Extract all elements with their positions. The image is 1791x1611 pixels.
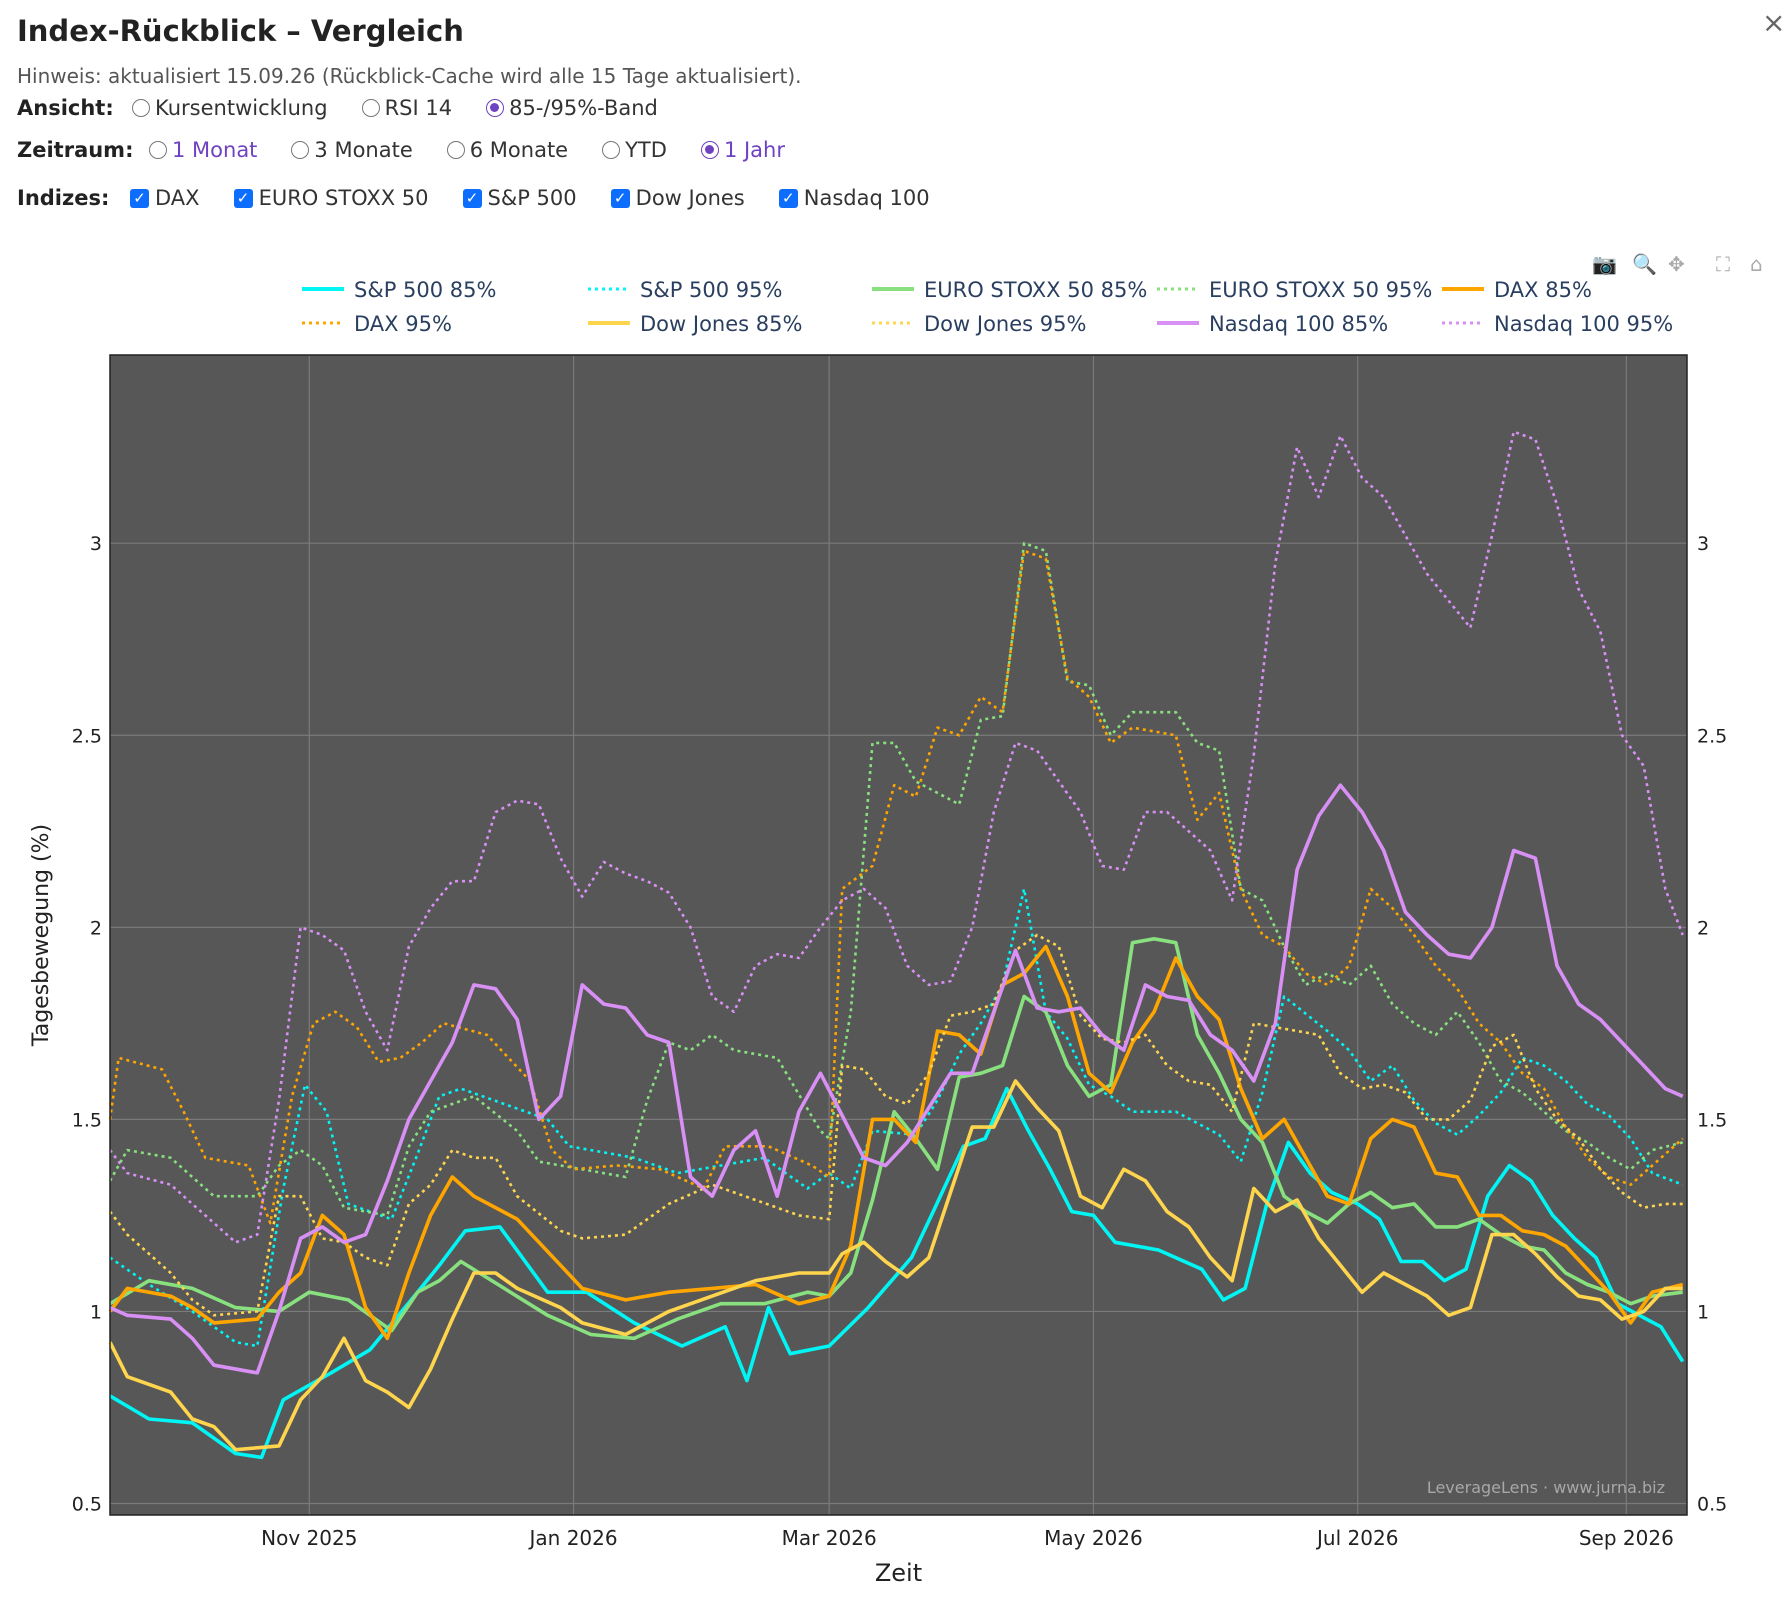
- y-tick-label-left: 0.5: [72, 1493, 102, 1515]
- legend-label: Dow Jones 95%: [924, 312, 1086, 336]
- y-tick-label-right: 2.5: [1697, 725, 1727, 747]
- index-checkbox-dowjones[interactable]: ✓ Dow Jones: [610, 186, 745, 210]
- y-tick-label-right: 2: [1697, 917, 1709, 939]
- legend-item-s-p-500-95-[interactable]: S&P 500 95%: [588, 278, 782, 302]
- index-selector: Indizes: ✓ DAX ✓ EURO STOXX 50 ✓ S&P 500 ✓ D…: [17, 186, 964, 210]
- home-icon[interactable]: ⌂: [1750, 252, 1763, 276]
- zoom-icon[interactable]: 🔍: [1632, 252, 1657, 276]
- legend-label: DAX 95%: [354, 312, 452, 336]
- period-option-1y[interactable]: 1 Jahr: [700, 138, 785, 162]
- pan-icon[interactable]: ✥: [1668, 252, 1685, 276]
- y-tick-label-right: 1.5: [1697, 1109, 1727, 1131]
- y-tick-label-right: 3: [1697, 533, 1709, 555]
- index-checkbox-dax[interactable]: ✓ DAX: [130, 186, 200, 210]
- series-line-nasdaq-100-85-[interactable]: [109, 783, 1684, 1375]
- period-option-1m[interactable]: 1 Monat: [149, 138, 257, 162]
- period-option-ytd[interactable]: YTD: [602, 138, 667, 162]
- legend-item-dax-85-[interactable]: DAX 85%: [1442, 278, 1592, 302]
- y-tick-label-right: 0.5: [1697, 1493, 1727, 1515]
- legend-label: EURO STOXX 50 95%: [1209, 278, 1432, 302]
- legend-item-euro-stoxx-50-95-[interactable]: EURO STOXX 50 95%: [1157, 278, 1432, 302]
- index-checkbox-eurostoxx50[interactable]: ✓ EURO STOXX 50: [233, 186, 429, 210]
- period-label: Zeitraum:: [17, 138, 134, 162]
- view-option-band[interactable]: 85-/95%-Band: [486, 96, 658, 120]
- series-line-nasdaq-100-95-[interactable]: [108, 430, 1684, 1244]
- x-tick-label: Jul 2026: [1315, 1526, 1398, 1550]
- y-axis-title: Tagesbewegung (%): [29, 824, 54, 1047]
- legend-label: EURO STOXX 50 85%: [924, 278, 1147, 302]
- y-tick-label-left: 3: [90, 533, 102, 555]
- view-selector: Ansicht: Kursentwicklung RSI 14 85-/95%-…: [17, 96, 692, 120]
- x-tick-label: Nov 2025: [261, 1526, 357, 1550]
- update-hint: Hinweis: aktualisiert 15.09.26 (Rückblic…: [17, 64, 802, 88]
- period-option-6m[interactable]: 6 Monate: [446, 138, 568, 162]
- index-checkbox-sp500[interactable]: ✓ S&P 500: [462, 186, 577, 210]
- series-line-dow-jones-95-[interactable]: [108, 933, 1683, 1317]
- legend-item-euro-stoxx-50-85-[interactable]: EURO STOXX 50 85%: [872, 278, 1147, 302]
- legend-label: S&P 500 95%: [640, 278, 782, 302]
- legend-label: S&P 500 85%: [354, 278, 496, 302]
- legend-label: Nasdaq 100 85%: [1209, 312, 1388, 336]
- y-tick-label-left: 1: [90, 1301, 102, 1323]
- y-tick-label-left: 2.5: [72, 725, 102, 747]
- view-option-rsi14[interactable]: RSI 14: [361, 96, 452, 120]
- chart-axes: 0.5 0.5 1 1 1.5 1.5 2 2 2.5 2.5 3 3 Nov 2025 Jan 2026…: [72, 354, 1727, 1550]
- camera-icon[interactable]: 📷: [1592, 252, 1617, 276]
- view-option-kursentwicklung[interactable]: Kursentwicklung: [132, 96, 328, 120]
- legend-item-dow-jones-95-[interactable]: Dow Jones 95%: [872, 312, 1086, 336]
- y-tick-label-left: 1.5: [72, 1109, 102, 1131]
- legend-item-nasdaq-100-85-[interactable]: Nasdaq 100 85%: [1157, 312, 1388, 336]
- legend-item-dax-95-[interactable]: DAX 95%: [302, 312, 452, 336]
- legend-item-nasdaq-100-95-[interactable]: Nasdaq 100 95%: [1442, 312, 1673, 336]
- legend-label: Dow Jones 85%: [640, 312, 802, 336]
- x-tick-label: Jan 2026: [528, 1526, 618, 1550]
- plot-frame: [109, 354, 1688, 1516]
- chart-series: [108, 430, 1685, 1460]
- series-line-euro-stoxx-50-85-[interactable]: [109, 937, 1683, 1341]
- legend-label: DAX 85%: [1494, 278, 1592, 302]
- view-label: Ansicht:: [17, 96, 114, 120]
- series-line-s-p-500-85-[interactable]: [109, 1086, 1685, 1460]
- x-tick-label: Sep 2026: [1579, 1526, 1674, 1550]
- series-line-s-p-500-95-[interactable]: [109, 887, 1684, 1348]
- autoscale-icon[interactable]: ⛶: [1716, 252, 1730, 276]
- x-axis-title: Zeit: [875, 1559, 922, 1587]
- watermark: LeverageLens · www.jurna.biz: [1427, 1478, 1665, 1497]
- y-tick-label-left: 2: [90, 917, 102, 939]
- period-option-3m[interactable]: 3 Monate: [291, 138, 413, 162]
- chart-legend: S&P 500 85% S&P 500 95% EURO STOXX 50 85% E…: [302, 278, 1673, 336]
- legend-item-dow-jones-85-[interactable]: Dow Jones 85%: [588, 312, 802, 336]
- index-checkbox-nasdaq100[interactable]: ✓ Nasdaq 100: [778, 186, 930, 210]
- series-line-dow-jones-85-[interactable]: [108, 1079, 1683, 1452]
- indices-label: Indizes:: [17, 186, 110, 210]
- page-title: Index-Rückblick – Vergleich: [17, 14, 464, 48]
- y-tick-label-right: 1: [1697, 1301, 1709, 1323]
- period-selector: Zeitraum: 1 Monat 3 Monate 6 Monate YTD …: [17, 138, 819, 162]
- x-tick-label: Mar 2026: [782, 1526, 877, 1550]
- legend-item-s-p-500-85-[interactable]: S&P 500 85%: [302, 278, 496, 302]
- close-icon[interactable]: ×: [1762, 6, 1786, 39]
- plot-area[interactable]: [110, 355, 1687, 1515]
- series-line-euro-stoxx-50-95-[interactable]: [108, 541, 1684, 1217]
- legend-label: Nasdaq 100 95%: [1494, 312, 1673, 336]
- x-tick-label: May 2026: [1044, 1526, 1143, 1550]
